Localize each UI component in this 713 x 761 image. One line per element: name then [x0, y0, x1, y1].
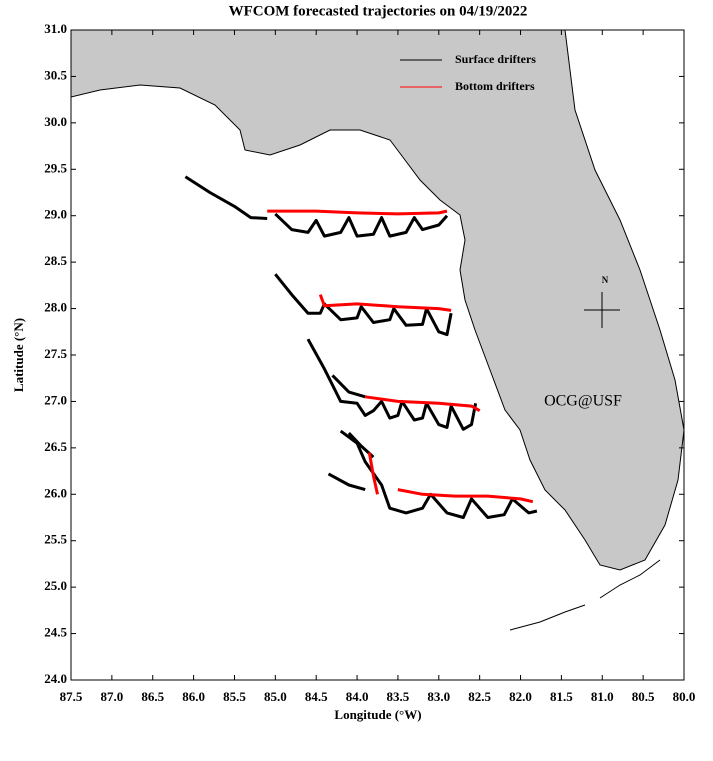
legend-label: Surface drifters — [455, 52, 536, 66]
compass — [584, 292, 620, 328]
keys — [509, 559, 661, 631]
compass-label: N — [602, 275, 609, 285]
y-tick-label: 26.5 — [44, 439, 67, 454]
y-tick-label: 24.5 — [44, 625, 67, 640]
y-tick-label: 30.5 — [44, 67, 67, 82]
y-tick-label: 25.5 — [44, 532, 67, 547]
y-tick-label: 28.5 — [44, 253, 67, 268]
x-tick-label: 83.0 — [427, 689, 450, 704]
x-tick-label: 84.5 — [305, 689, 328, 704]
x-tick-label: 86.5 — [141, 689, 164, 704]
y-tick-label: 27.0 — [44, 392, 67, 407]
y-tick-label: 27.5 — [44, 346, 67, 361]
y-tick-label: 25.0 — [44, 578, 67, 593]
y-tick-label: 30.0 — [44, 114, 67, 129]
y-tick-label: 29.5 — [44, 160, 67, 175]
x-tick-label: 86.0 — [182, 689, 205, 704]
x-tick-label: 83.5 — [387, 689, 410, 704]
y-tick-label: 29.0 — [44, 207, 67, 222]
x-tick-label: 84.0 — [346, 689, 369, 704]
y-tick-label: 31.0 — [44, 21, 67, 36]
land — [71, 30, 684, 571]
y-axis-label: Latitude (°N) — [11, 318, 26, 392]
x-tick-label: 87.0 — [100, 689, 123, 704]
trajectory — [267, 209, 534, 504]
x-tick-label: 85.5 — [223, 689, 246, 704]
y-tick-label: 24.0 — [44, 671, 67, 686]
x-tick-label: 82.5 — [468, 689, 491, 704]
x-tick-label: 81.0 — [591, 689, 614, 704]
x-tick-label: 81.5 — [550, 689, 573, 704]
legend-label: Bottom drifters — [455, 79, 535, 93]
y-tick-label: 28.0 — [44, 300, 67, 315]
x-tick-label: 85.0 — [264, 689, 287, 704]
x-tick-label: 80.5 — [632, 689, 655, 704]
x-axis-label: Longitude (°W) — [334, 707, 421, 722]
x-tick-label: 82.0 — [509, 689, 532, 704]
annotation: OCG@USF — [544, 393, 622, 410]
chart-title: WFCOM forecasted trajectories on 04/19/2… — [229, 3, 528, 19]
y-tick-label: 26.0 — [44, 485, 67, 500]
x-tick-label: 80.0 — [673, 689, 696, 704]
x-tick-label: 87.5 — [60, 689, 83, 704]
